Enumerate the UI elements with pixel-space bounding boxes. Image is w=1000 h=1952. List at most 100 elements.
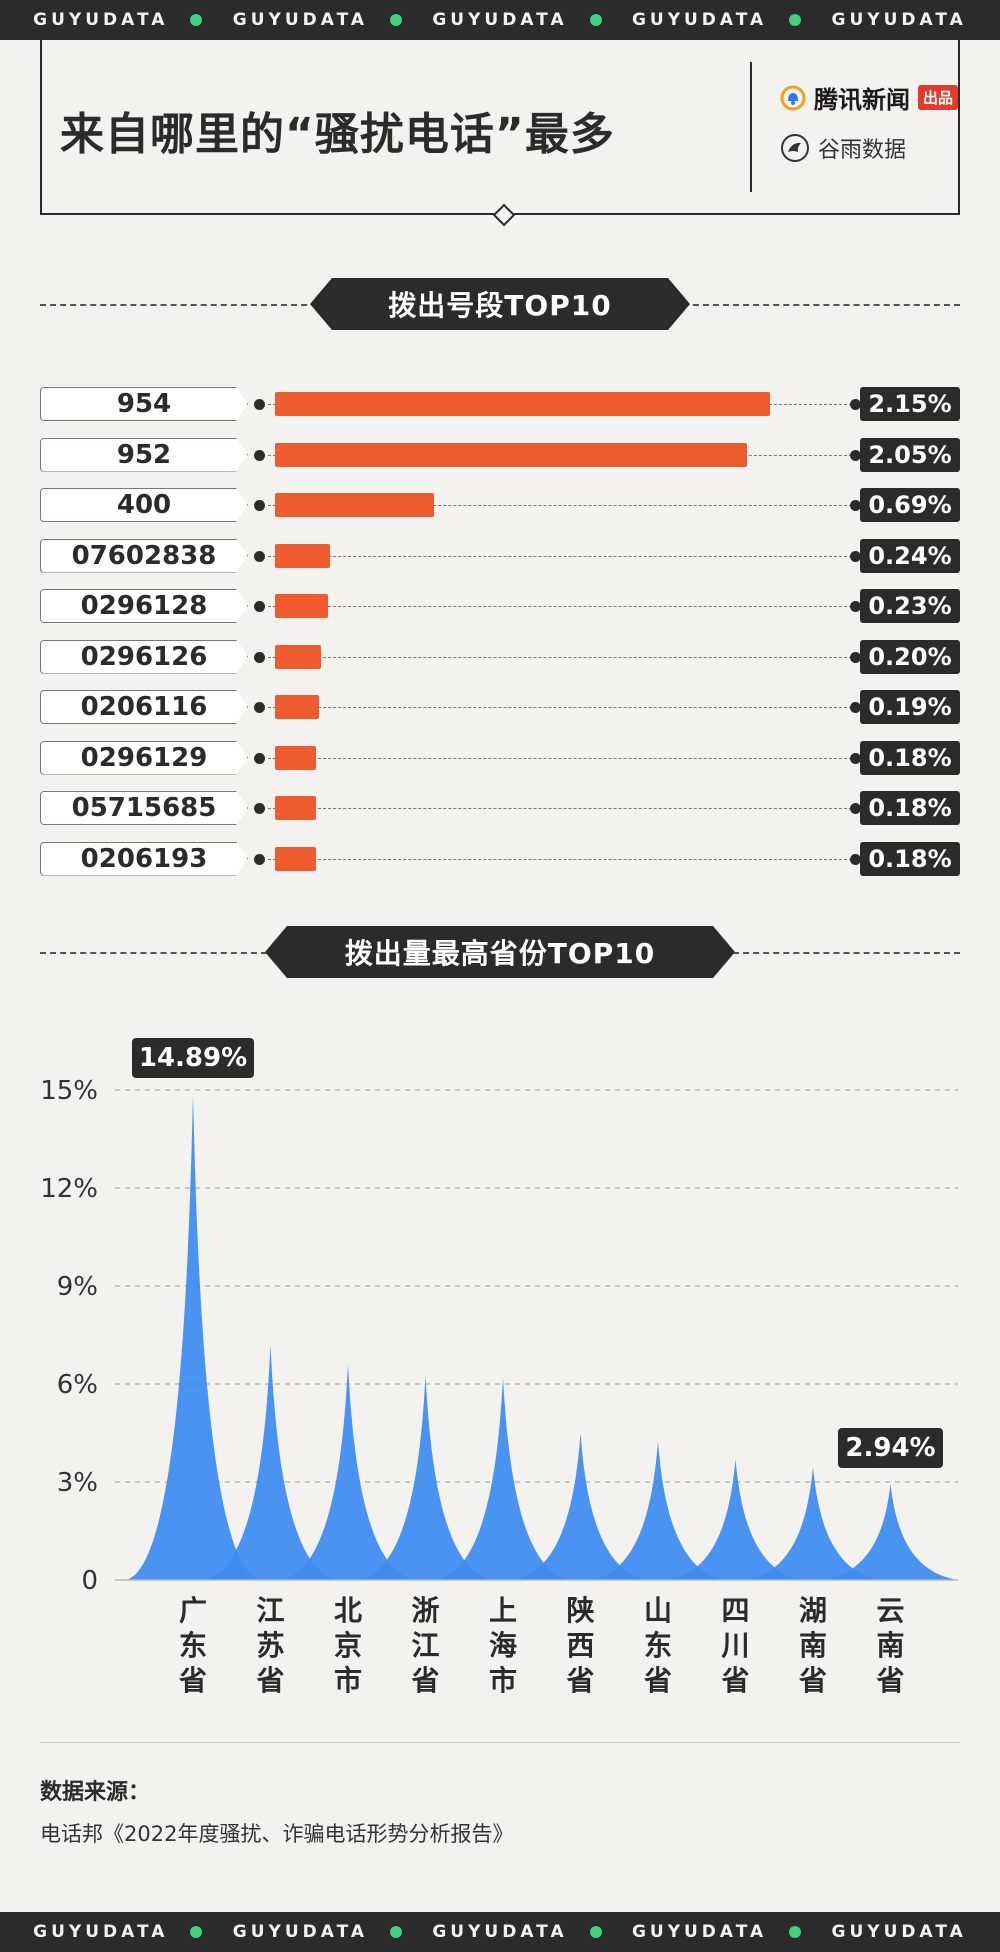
row-end-dot [850, 702, 861, 713]
bar-value-label: 0.24% [860, 538, 960, 573]
bar-value-label: 0.18% [860, 740, 960, 775]
strip-brand-text: GUYUDATA [631, 10, 768, 30]
tencent-news-logo: 腾讯新闻 出品 [780, 80, 958, 115]
y-tick-label: 0 [81, 1566, 98, 1596]
area-spike [667, 1459, 804, 1580]
strip-brand-text: GUYUDATA [831, 1922, 967, 1942]
bar-row: 0296126 0.20% [40, 639, 960, 674]
green-dot-icon [390, 14, 403, 26]
strip-brand-text: GUYUDATA [33, 1922, 169, 1942]
green-dot-icon [789, 1926, 802, 1938]
strip-brand-text: GUYUDATA [232, 1922, 369, 1942]
area-spike [512, 1433, 649, 1580]
bar-category-label: 952 [40, 437, 248, 472]
bar-row: 07602838 0.24% [40, 538, 960, 573]
strip-item: GUYUDATA [631, 1922, 802, 1942]
area-spike [435, 1377, 571, 1580]
x-category-label: 广东省 [179, 1594, 207, 1697]
green-dot-icon [589, 14, 602, 26]
row-start-dot [254, 550, 265, 562]
bar-value-label: 0.18% [860, 791, 960, 825]
y-tick-label: 6% [57, 1370, 98, 1400]
row-start-dot [254, 449, 265, 461]
row-end-dot [850, 500, 861, 511]
row-guide-line [268, 757, 852, 759]
bar-category-label: 0296126 [40, 639, 248, 674]
bar [275, 846, 317, 871]
row-guide-line [268, 606, 852, 607]
area-spike [125, 1093, 261, 1580]
bar-category-label: 954 [40, 387, 248, 421]
row-guide-line [268, 858, 852, 860]
x-category-label: 四川省 [721, 1594, 749, 1697]
row-start-dot [254, 601, 265, 612]
strip-brand-text: GUYUDATA [33, 10, 169, 30]
row-guide-line [268, 555, 852, 557]
strip-item: GUYUDATA [232, 1922, 403, 1942]
bar-row: 400 0.69% [40, 488, 960, 522]
x-category-label: 江苏省 [256, 1594, 284, 1697]
bar-row: 0206116 0.19% [40, 690, 960, 724]
section2-label: 拨出量最高省份TOP10 [265, 926, 735, 978]
row-guide-line [268, 656, 852, 658]
green-dot-icon [190, 1926, 203, 1938]
x-category-label: 云南省 [876, 1594, 904, 1697]
bar-value-label: 0.23% [860, 589, 960, 623]
area-spike [357, 1375, 494, 1580]
row-end-dot [850, 399, 861, 410]
row-start-dot [254, 853, 265, 865]
logo1-badge: 出品 [917, 85, 958, 110]
row-end-dot [850, 651, 861, 663]
y-tick-label: 12% [40, 1174, 98, 1204]
bar-row: 0296129 0.18% [40, 740, 960, 775]
row-end-dot [850, 601, 861, 612]
bar [275, 695, 319, 719]
y-tick-label: 3% [57, 1468, 98, 1498]
bar-category-label: 05715685 [40, 791, 248, 825]
bar [275, 442, 747, 467]
green-dot-icon [390, 1926, 403, 1938]
province-area-chart: 0 3% 6% 9% 12% 15% 广东省 江苏省 北京市 浙江省 上海市 陕西省 山东省 四川省 湖南省… [40, 1076, 959, 1697]
bar-category-label: 0206193 [40, 841, 248, 876]
bar-value-label: 0.19% [860, 690, 960, 724]
strip-item: GUYUDATA [33, 10, 203, 30]
green-dot-icon [589, 1926, 602, 1938]
bar-value-label: 0.18% [860, 841, 960, 876]
bar-category-label: 0296128 [40, 589, 248, 623]
logo1-text: 腾讯新闻 [814, 86, 910, 114]
bar [275, 594, 328, 618]
value-callout: 14.89% [132, 1037, 254, 1078]
area-spike [745, 1467, 881, 1580]
bell-icon [780, 85, 806, 110]
bar [275, 745, 317, 770]
x-category-label: 湖南省 [799, 1594, 827, 1697]
section1-label: 拨出号段TOP10 [310, 278, 690, 330]
x-category-label: 北京市 [334, 1594, 362, 1697]
area-spike [822, 1483, 959, 1580]
bar-value-label: 2.05% [860, 437, 960, 472]
bar [275, 644, 322, 669]
bar-category-label: 400 [40, 488, 248, 522]
row-end-dot [850, 550, 861, 562]
area-spike [202, 1344, 339, 1580]
x-category-label: 陕西省 [566, 1594, 594, 1697]
strip-item: GUYUDATA [832, 10, 967, 30]
bar-category-label: 0206116 [40, 690, 248, 724]
strip-brand-text: GUYUDATA [232, 10, 369, 30]
row-start-dot [254, 500, 265, 511]
top-brand-strip: GUYUDATA GUYUDATA GUYUDATA GUYUDATA GUYUDATA [0, 0, 1000, 40]
strip-brand-text: GUYUDATA [631, 1922, 768, 1942]
row-guide-line [268, 808, 852, 809]
header: 来自哪里的“骚扰电话”最多 腾讯新闻 出品 谷雨数据 [40, 40, 960, 215]
logo2-text: 谷雨数据 [818, 138, 907, 163]
bird-icon [781, 134, 809, 162]
source-title: 数据来源： [40, 1780, 151, 1805]
bar-row: 0206193 0.18% [40, 841, 960, 876]
bar-value-label: 0.69% [860, 488, 960, 522]
bar [275, 796, 317, 820]
row-start-dot [254, 651, 265, 663]
x-category-label: 上海市 [489, 1594, 517, 1697]
strip-brand-text: GUYUDATA [432, 1922, 568, 1942]
source-text: 电话邦《2022年度骚扰、诈骗电话形势分析报告》 [40, 1822, 514, 1846]
y-tick-label: 9% [57, 1272, 98, 1302]
